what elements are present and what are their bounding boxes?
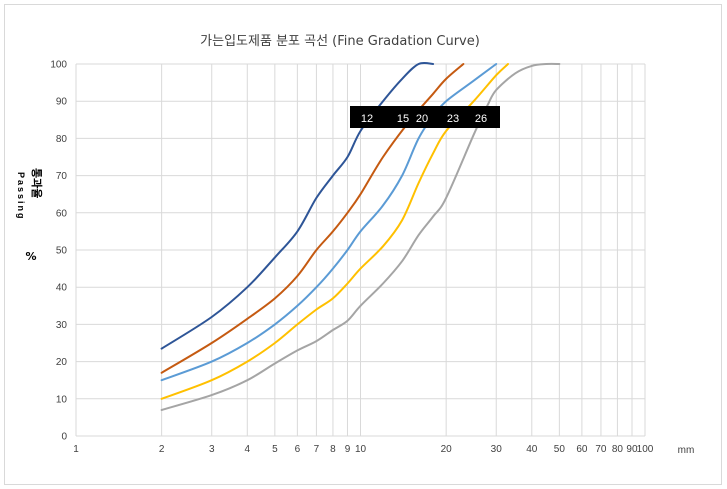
y-tick-labels: 0 10 20 30 40 50 60 70 80 90 100 [50,60,67,443]
curve-label-20: 20 [416,113,428,125]
x-tick-label: 70 [595,444,607,455]
curve-label-12: 12 [361,113,373,125]
y-axis-unit: % [25,250,36,263]
chart-title: 가는입도제품 분포 곡선 (Fine Gradation Curve) [200,34,480,49]
x-tick-label: 50 [554,444,566,455]
y-tick-label: 0 [61,432,67,443]
y-tick-label: 60 [56,208,68,219]
y-tick-label: 30 [56,320,68,331]
x-tick-label: 40 [526,444,538,455]
curve-label-23: 23 [447,113,459,125]
y-axis-label-english: Passing [16,172,26,221]
y-tick-label: 70 [56,171,68,182]
x-tick-label: 20 [441,444,453,455]
x-tick-label: 2 [159,444,165,455]
x-tick-label: 3 [209,444,215,455]
x-tick-label: 60 [576,444,588,455]
curve-26 [160,62,561,411]
x-tick-label: 100 [637,444,654,455]
x-tick-label: 90 [626,444,638,455]
curve-label-box: 12 15 20 23 26 [350,106,500,128]
x-tick-label: 8 [330,444,336,455]
y-axis-label-korean: 통과율 [30,168,44,198]
x-tick-label: 5 [272,444,278,455]
curves [160,61,561,411]
curve-label-26: 26 [475,113,487,125]
x-tick-label: 7 [314,444,320,455]
x-tick-label: 10 [355,444,367,455]
x-axis-unit: mm [678,445,695,456]
y-tick-label: 20 [56,357,68,368]
chart-frame [4,4,722,485]
y-tick-label: 100 [50,60,67,71]
x-tick-label: 80 [612,444,624,455]
y-axis-label: 통과율 Passing % [16,168,44,263]
y-tick-label: 80 [56,134,68,145]
y-tick-label: 50 [56,246,68,257]
curve-15 [160,63,465,374]
y-tick-label: 40 [56,283,68,294]
y-tick-label: 90 [56,97,68,108]
x-tick-label: 6 [295,444,301,455]
x-tick-label: 9 [345,444,351,455]
x-tick-label: 30 [491,444,503,455]
y-tick-label: 10 [56,394,68,405]
curve-label-15: 15 [397,113,409,125]
x-tick-label: 4 [245,444,251,455]
x-tick-label: 1 [73,444,79,455]
x-tick-labels: 1 2 3 4 5 6 7 8 9 10 20 30 40 50 60 70 80 90 100 [73,444,654,455]
curve-12 [160,61,435,350]
